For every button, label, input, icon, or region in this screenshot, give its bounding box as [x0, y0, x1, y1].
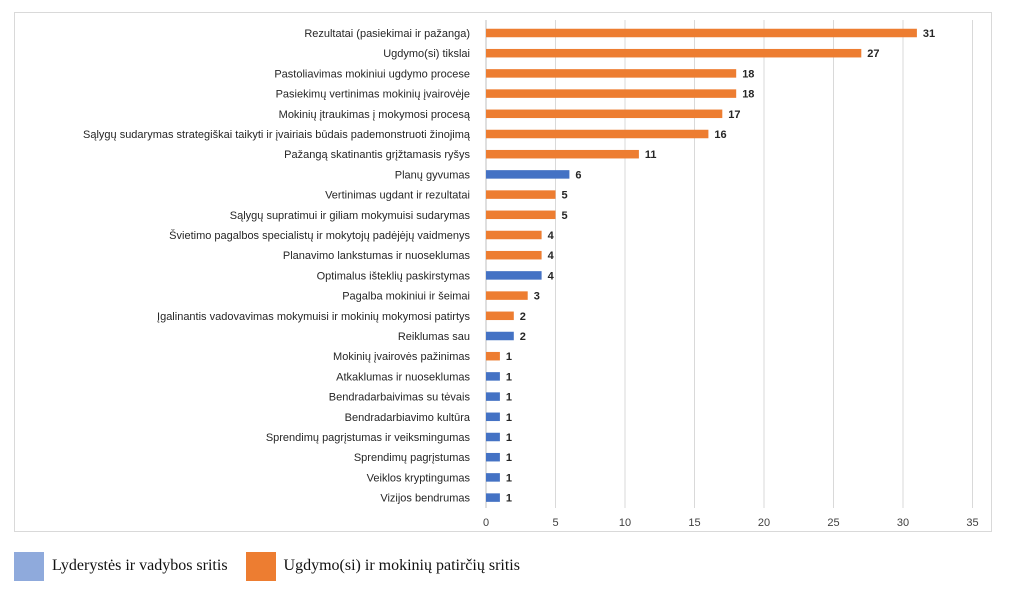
data-label: 1: [506, 493, 512, 505]
category-label: Švietimo pagalbos specialistų ir mokytoj…: [169, 229, 470, 242]
category-label: Vizijos bendrumas: [380, 493, 470, 505]
x-tick-label: 30: [897, 517, 909, 529]
bar: [486, 432, 500, 442]
x-tick-label: 5: [552, 517, 558, 529]
bar: [486, 210, 556, 220]
data-label: 27: [867, 48, 879, 60]
data-label: 4: [548, 250, 555, 262]
data-label: 2: [520, 311, 526, 323]
bar: [486, 170, 570, 179]
legend-swatch-education: [245, 551, 276, 581]
data-label: 1: [506, 432, 512, 444]
bar: [486, 493, 500, 502]
x-tick-label: 0: [483, 517, 489, 529]
legend: Lyderystės ir vadybos sritis Ugdymo(si) …: [14, 551, 538, 581]
data-label: 5: [562, 190, 568, 202]
legend-label-education: Ugdymo(si) ir mokinių patirčių sritis: [283, 557, 520, 574]
category-label: Pastoliavimas mokiniui ugdymo procese: [274, 68, 470, 80]
category-label: Reiklumas sau: [398, 331, 470, 343]
category-label: Sąlygų supratimui ir giliam mokymuisi su…: [230, 210, 471, 222]
bar: [486, 311, 514, 321]
legend-label-leadership: Lyderystės ir vadybos sritis: [52, 557, 228, 574]
data-label: 1: [506, 351, 512, 363]
data-label: 1: [506, 392, 512, 404]
x-tick-label: 20: [758, 517, 770, 529]
data-label: 31: [923, 28, 935, 40]
data-label: 1: [506, 412, 512, 424]
data-label: 1: [506, 472, 512, 484]
bar: [486, 190, 556, 199]
category-label: Optimalus išteklių paskirstymas: [317, 270, 471, 282]
category-label: Vertinimas ugdant ir rezultatai: [325, 190, 470, 202]
category-label: Mokinių įvairovės pažinimas: [333, 351, 470, 363]
bar: [486, 351, 500, 361]
category-label: Sprendimų pagrįstumas: [354, 452, 471, 464]
category-label: Mokinių įtraukimas į mokymosi procesą: [279, 109, 471, 121]
data-label: 4: [548, 230, 555, 242]
bar: [486, 291, 528, 300]
data-label: 1: [506, 371, 512, 383]
bar: [486, 48, 862, 58]
bar: [486, 473, 500, 482]
data-label: 16: [714, 129, 726, 141]
x-tick-label: 10: [619, 517, 631, 529]
bar: [486, 149, 639, 159]
bar: [486, 28, 917, 38]
category-label: Pagalba mokiniui ir šeimai: [342, 291, 470, 303]
category-label: Įgalinantis vadovavimas mokymuisi ir mok…: [157, 311, 470, 323]
category-label: Pažangą skatinantis grįžtamasis ryšys: [284, 149, 470, 161]
bar: [486, 109, 723, 119]
data-label: 3: [534, 291, 540, 303]
data-label: 18: [742, 89, 754, 101]
category-label: Planavimo lankstumas ir nuoseklumas: [283, 250, 471, 262]
legend-item-leadership: Lyderystės ir vadybos sritis: [14, 551, 228, 581]
bar: [486, 230, 542, 240]
category-label: Pasiekimų vertinimas mokinių įvairovėje: [276, 89, 470, 101]
category-label: Sprendimų pagrįstumas ir veiksmingumas: [266, 432, 471, 444]
category-label: Planų gyvumas: [395, 169, 471, 181]
data-label: 1: [506, 452, 512, 464]
data-label: 11: [645, 149, 657, 161]
data-label: 5: [562, 210, 568, 222]
data-label: 17: [728, 109, 740, 121]
bar: [486, 271, 542, 280]
bar: [486, 372, 500, 381]
category-label: Bendradarbiavimo kultūra: [345, 412, 471, 424]
bar: [486, 392, 500, 401]
data-label: 4: [548, 270, 555, 282]
bar: [486, 250, 542, 260]
category-label: Ugdymo(si) tikslai: [383, 48, 470, 60]
bar: [486, 331, 514, 341]
bar: [486, 69, 737, 78]
data-label: 18: [742, 68, 754, 80]
data-label: 2: [520, 331, 526, 343]
category-label: Rezultatai (pasiekimai ir pažanga): [304, 28, 470, 40]
x-tick-label: 15: [688, 517, 700, 529]
x-tick-label: 25: [827, 517, 839, 529]
bar: [486, 452, 500, 462]
category-label: Sąlygų sudarymas strategiškai taikyti ir…: [83, 129, 471, 141]
category-label: Bendradarbaivimas su tėvais: [329, 392, 471, 404]
bar: [486, 412, 500, 422]
bar: [486, 89, 737, 98]
legend-item-education: Ugdymo(si) ir mokinių patirčių sritis: [245, 551, 520, 581]
x-tick-label: 35: [966, 517, 978, 529]
bar: [486, 129, 709, 139]
legend-swatch-leadership: [14, 551, 44, 581]
category-label: Veiklos kryptingumas: [367, 472, 471, 484]
category-label: Atkaklumas ir nuoseklumas: [336, 371, 470, 383]
data-label: 6: [575, 169, 581, 181]
